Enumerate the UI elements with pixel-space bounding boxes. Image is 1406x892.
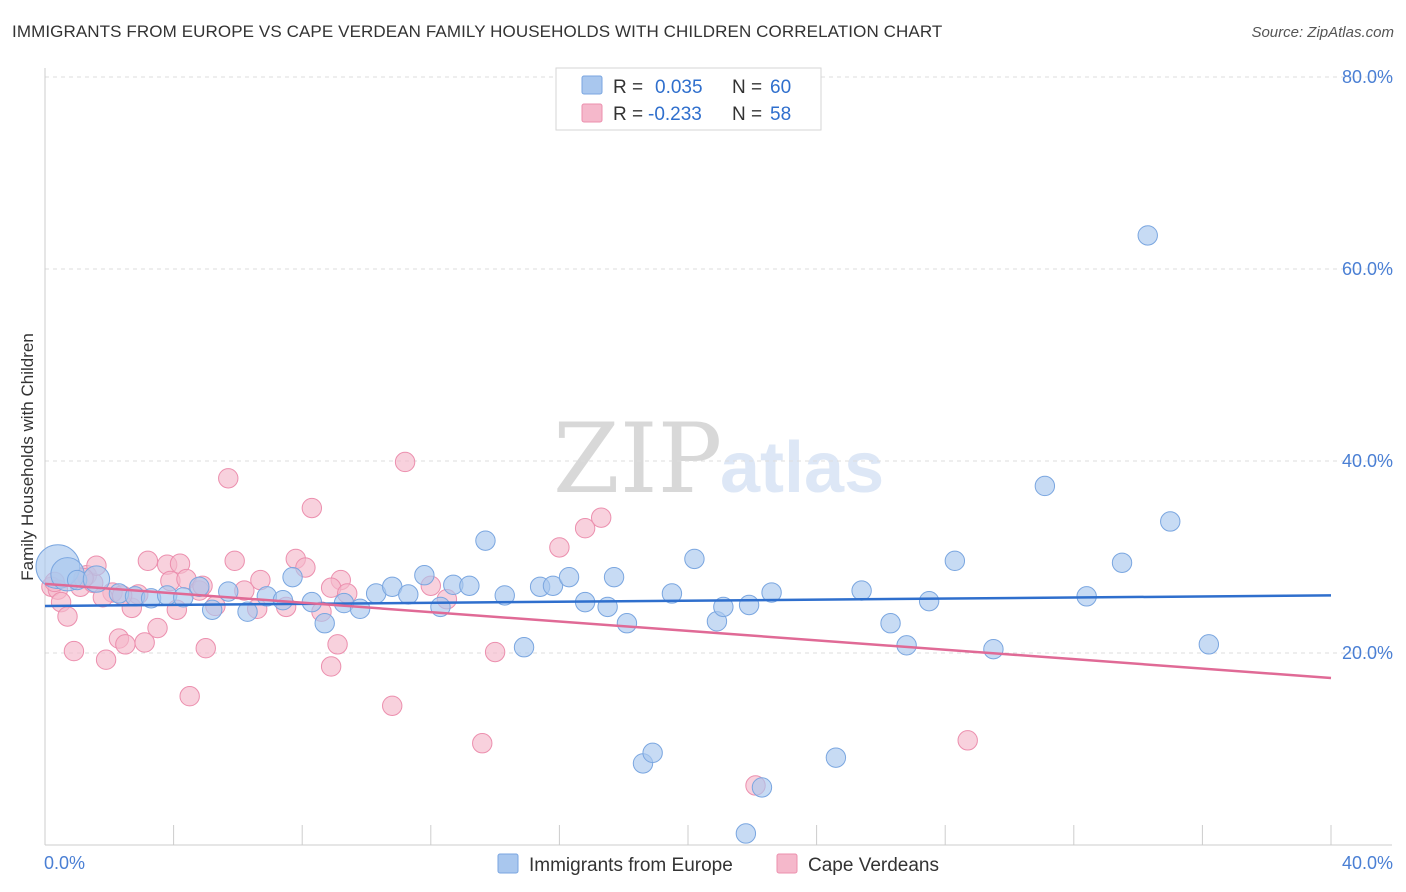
data-point-cape-verdeans <box>327 634 348 655</box>
series-immigrants-from-europe <box>35 225 1220 844</box>
data-point-immigrants-from-europe <box>189 576 210 597</box>
x-ticks <box>173 825 1332 845</box>
data-point-cape-verdeans <box>382 695 403 716</box>
data-point-immigrants-from-europe <box>459 575 480 596</box>
data-point-immigrants-from-europe <box>851 580 872 601</box>
data-point-immigrants-from-europe <box>642 742 663 764</box>
y-tick-label: 20.0% <box>1342 643 1393 663</box>
data-point-immigrants-from-europe <box>738 594 760 616</box>
stats-legend: R = 0.035 N = 60 R = -0.233 N = 58 <box>555 67 822 131</box>
data-point-immigrants-from-europe <box>918 590 940 612</box>
data-point-immigrants-from-europe <box>494 585 515 606</box>
data-point-immigrants-from-europe <box>1198 634 1220 655</box>
data-point-cape-verdeans <box>957 730 978 751</box>
data-point-immigrants-from-europe <box>542 575 564 596</box>
stats-r-value: -0.233 <box>648 104 702 125</box>
watermark-atlas: atlas <box>720 428 884 508</box>
source-label: Source: ZipAtlas.com <box>1251 24 1394 41</box>
legend-swatch-pink[interactable] <box>776 853 798 874</box>
data-point-cape-verdeans <box>195 638 216 659</box>
stats-n-label: N = <box>732 104 762 125</box>
y-tick-label: 80.0% <box>1342 67 1393 87</box>
data-point-immigrants-from-europe <box>1111 552 1133 573</box>
data-point-immigrants-from-europe <box>661 583 683 604</box>
data-point-immigrants-from-europe <box>825 747 847 768</box>
data-point-immigrants-from-europe <box>735 823 757 844</box>
data-point-immigrants-from-europe <box>603 566 625 588</box>
data-point-immigrants-from-europe <box>751 777 773 798</box>
data-point-cape-verdeans <box>394 451 416 473</box>
data-point-immigrants-from-europe <box>944 550 966 572</box>
data-point-cape-verdeans <box>590 507 612 528</box>
data-point-immigrants-from-europe <box>1137 225 1158 246</box>
data-point-cape-verdeans <box>134 632 155 653</box>
stats-r-label: R = <box>613 104 643 125</box>
data-point-cape-verdeans <box>549 537 570 558</box>
data-point-immigrants-from-europe <box>282 566 303 588</box>
data-point-cape-verdeans <box>301 497 323 519</box>
x-tick-label-max: 40.0% <box>1342 853 1393 873</box>
data-point-immigrants-from-europe <box>1160 511 1181 532</box>
stats-r-label: R = <box>613 77 643 98</box>
data-point-immigrants-from-europe <box>513 637 535 658</box>
x-tick-label-min: 0.0% <box>44 853 85 873</box>
trend-line-cape-verdeans <box>44 582 1332 680</box>
stats-legend-swatch-blue <box>581 75 603 95</box>
data-point-cape-verdeans <box>63 640 85 662</box>
trend-line-immigrants-from-europe <box>44 594 1332 608</box>
data-point-immigrants-from-europe <box>237 601 258 622</box>
data-point-cape-verdeans <box>472 733 493 754</box>
data-point-immigrants-from-europe <box>558 566 580 588</box>
y-axis-title: Family Households with Children <box>18 333 37 581</box>
axes <box>44 68 1392 846</box>
legend-swatch-blue[interactable] <box>497 853 519 874</box>
stats-r-value: 0.035 <box>655 77 703 98</box>
data-point-immigrants-from-europe <box>684 548 705 570</box>
data-point-immigrants-from-europe <box>713 596 734 618</box>
bottom-legend: Immigrants from Europe Cape Verdeans <box>497 853 939 876</box>
data-point-immigrants-from-europe <box>1034 475 1056 497</box>
data-point-immigrants-from-europe <box>983 638 1004 660</box>
data-point-cape-verdeans <box>320 656 342 677</box>
watermark-zip: ZIP <box>553 403 722 515</box>
gridlines <box>45 76 1392 654</box>
data-point-immigrants-from-europe <box>880 613 901 634</box>
data-point-cape-verdeans <box>484 641 506 663</box>
data-point-immigrants-from-europe <box>761 582 782 603</box>
data-point-cape-verdeans <box>218 468 239 489</box>
legend-label-immigrants-from-europe[interactable]: Immigrants from Europe <box>529 855 733 876</box>
data-point-cape-verdeans <box>147 617 168 639</box>
data-point-cape-verdeans <box>95 649 117 670</box>
data-point-immigrants-from-europe <box>398 584 419 605</box>
data-point-immigrants-from-europe <box>201 599 223 620</box>
data-point-cape-verdeans <box>224 550 245 572</box>
stats-n-value: 58 <box>770 104 791 125</box>
data-point-immigrants-from-europe <box>349 598 371 620</box>
data-point-cape-verdeans <box>57 606 78 627</box>
data-point-cape-verdeans <box>115 634 136 655</box>
data-point-immigrants-from-europe <box>616 613 638 634</box>
data-point-cape-verdeans <box>179 686 200 707</box>
stats-n-label: N = <box>732 77 762 98</box>
y-tick-label: 40.0% <box>1342 451 1393 471</box>
data-point-immigrants-from-europe <box>414 565 435 586</box>
data-point-immigrants-from-europe <box>314 613 335 634</box>
stats-n-value: 60 <box>770 77 791 98</box>
chart-title: IMMIGRANTS FROM EUROPE VS CAPE VERDEAN F… <box>12 22 943 41</box>
legend-label-cape-verdeans[interactable]: Cape Verdeans <box>808 855 939 876</box>
data-point-immigrants-from-europe <box>82 565 111 593</box>
data-point-cape-verdeans <box>137 550 159 572</box>
data-point-immigrants-from-europe <box>475 530 496 551</box>
data-point-cape-verdeans <box>574 518 596 539</box>
y-tick-labels: 20.0% 40.0% 60.0% 80.0% <box>1342 67 1393 663</box>
y-tick-label: 60.0% <box>1342 259 1393 279</box>
stats-legend-swatch-pink <box>581 103 603 123</box>
